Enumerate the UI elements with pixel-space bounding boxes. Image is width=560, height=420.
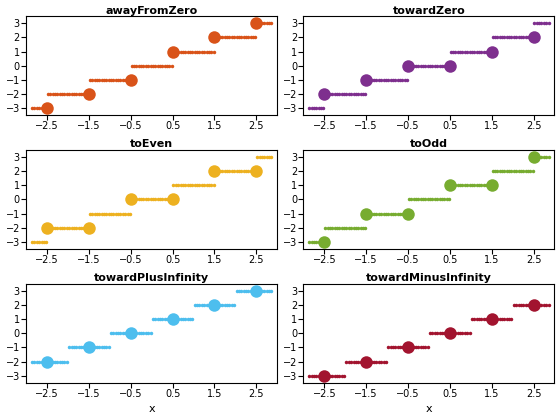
Title: towardZero: towardZero [393, 5, 465, 16]
Title: toOdd: toOdd [410, 139, 448, 150]
X-axis label: x: x [426, 404, 432, 415]
Title: towardPlusInfinity: towardPlusInfinity [94, 273, 209, 284]
Title: towardMinusInfinity: towardMinusInfinity [366, 273, 492, 284]
Title: awayFromZero: awayFromZero [106, 5, 198, 16]
X-axis label: x: x [148, 404, 155, 415]
Title: toEven: toEven [130, 139, 173, 150]
